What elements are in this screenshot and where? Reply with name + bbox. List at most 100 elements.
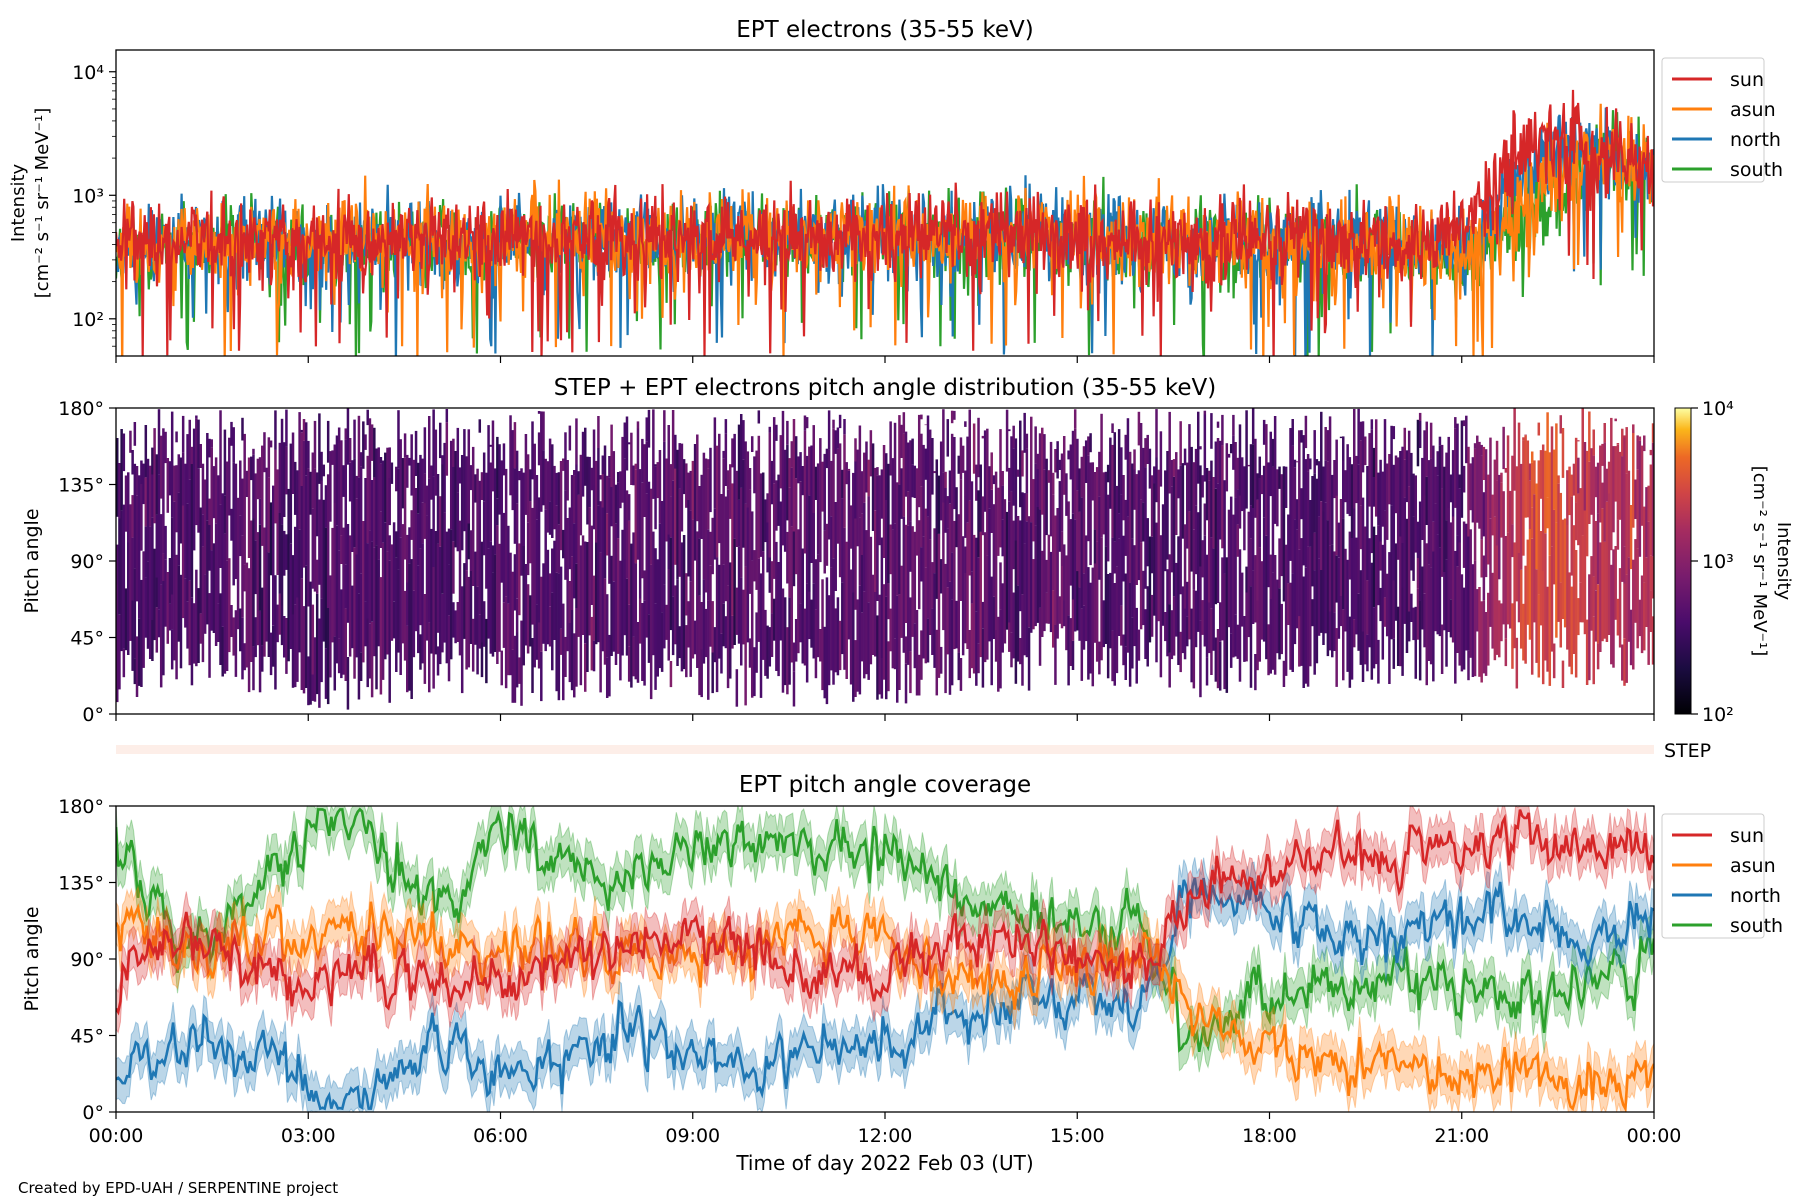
heatmap-cell	[1640, 445, 1644, 526]
heatmap-cell	[1249, 444, 1253, 506]
heatmap-cell	[208, 524, 211, 571]
heatmap-cell	[1601, 443, 1604, 466]
heatmap-cell	[898, 484, 901, 595]
heatmap-cell	[874, 467, 877, 511]
heatmap-cell	[638, 469, 642, 599]
heatmap-cell	[1315, 537, 1319, 664]
x-axis-label: Time of day 2022 Feb 03 (UT)	[735, 1151, 1033, 1175]
heatmap-cell	[1640, 575, 1644, 654]
heatmap-cell	[1166, 569, 1169, 657]
heatmap-cell	[1572, 525, 1576, 654]
heatmap-cell	[638, 598, 642, 644]
heatmap-cell	[1396, 457, 1400, 560]
heatmap-cell	[685, 573, 688, 616]
heatmap-cell	[682, 459, 686, 495]
heatmap-cell	[1076, 490, 1079, 572]
heatmap-cell	[959, 658, 963, 691]
heatmap-cell	[1080, 456, 1084, 498]
heatmap-cell	[379, 511, 383, 548]
heatmap-cell	[1051, 472, 1055, 495]
heatmap-cell	[392, 522, 396, 602]
heatmap-cell	[917, 520, 921, 610]
heatmap-cell	[1537, 594, 1541, 678]
heatmap-cell	[627, 494, 631, 521]
heatmap-cell	[601, 507, 605, 652]
heatmap-cell	[272, 625, 275, 667]
heatmap-cell	[1003, 499, 1007, 644]
heatmap-cell	[1199, 446, 1202, 450]
heatmap-cell	[438, 496, 442, 547]
heatmap-cell	[1418, 501, 1422, 601]
coverage-line-south	[116, 807, 1654, 1053]
heatmap-cell	[801, 548, 805, 664]
heatmap-cell	[258, 457, 262, 499]
heatmap-cell	[557, 472, 561, 525]
heatmap-cell	[748, 489, 752, 594]
heatmap-cell	[1326, 520, 1330, 657]
heatmap-cell	[1583, 442, 1587, 511]
heatmap-cell	[902, 516, 906, 653]
heatmap-cell	[1425, 543, 1428, 686]
heatmap-cell	[173, 465, 176, 502]
heatmap-cell	[168, 558, 172, 604]
heatmap-cell	[1205, 468, 1209, 521]
heatmap-cell	[157, 409, 161, 475]
heatmap-cell	[977, 417, 980, 478]
heatmap-cell	[744, 566, 747, 706]
heatmap-cell	[1636, 435, 1639, 470]
panel2-ylabel: Pitch angle	[21, 508, 43, 613]
heatmap-cell	[627, 520, 631, 605]
heatmap-cell	[1005, 511, 1009, 630]
heatmap-cell	[1049, 441, 1053, 537]
heatmap-cell	[608, 634, 611, 697]
heatmap-cell	[1216, 629, 1220, 689]
panel2-title: STEP + EPT electrons pitch angle distrib…	[554, 375, 1216, 401]
heatmap-cell	[1612, 446, 1615, 533]
heatmap-cell	[359, 573, 363, 653]
heatmap-cell	[452, 467, 455, 542]
heatmap-cell	[1306, 546, 1310, 687]
heatmap-cell	[278, 513, 282, 594]
heatmap-cell	[902, 412, 906, 434]
y-tick-label: 0°	[82, 704, 104, 726]
heatmap-cell	[377, 559, 380, 647]
heatmap-cell	[599, 475, 602, 480]
y-tick-label: 90°	[70, 551, 104, 573]
heatmap-cell	[1159, 535, 1163, 678]
heatmap-cell	[992, 596, 996, 639]
heatmap-cell	[777, 562, 780, 677]
heatmap-cell	[827, 410, 831, 450]
heatmap-cell	[1320, 411, 1323, 502]
heatmap-cell	[836, 448, 840, 544]
heatmap-cell	[122, 649, 126, 678]
heatmap-cell	[221, 493, 224, 627]
heatmap-cell	[865, 441, 868, 493]
heatmap-cell	[1032, 479, 1035, 542]
heatmap-cell	[1383, 597, 1387, 627]
heatmap-cell	[1352, 409, 1356, 509]
heatmap-cell	[1407, 486, 1411, 612]
heatmap-cell	[713, 417, 717, 509]
heatmap-cell	[575, 464, 578, 564]
heatmap-cell	[605, 475, 609, 514]
heatmap-cell	[1324, 460, 1327, 503]
heatmap-cell	[1212, 477, 1215, 549]
heatmap-cell	[1135, 607, 1138, 684]
heatmap-cell	[790, 467, 794, 527]
heatmap-cell	[711, 517, 714, 575]
heatmap-cell	[781, 588, 785, 693]
heatmap-cell	[432, 409, 435, 477]
heatmap-cell	[770, 561, 774, 614]
heatmap-cell	[1590, 556, 1593, 631]
heatmap-cell	[1023, 543, 1026, 656]
heatmap-cell	[482, 452, 486, 502]
y-tick-label: 10³	[72, 185, 104, 207]
heatmap-cell	[904, 524, 908, 623]
heatmap-cell	[1023, 412, 1026, 453]
heatmap-cell	[858, 425, 862, 518]
heatmap-cell	[445, 531, 449, 664]
heatmap-cell	[1304, 567, 1308, 684]
heatmap-cell	[478, 480, 482, 615]
heatmap-cell	[239, 515, 242, 557]
